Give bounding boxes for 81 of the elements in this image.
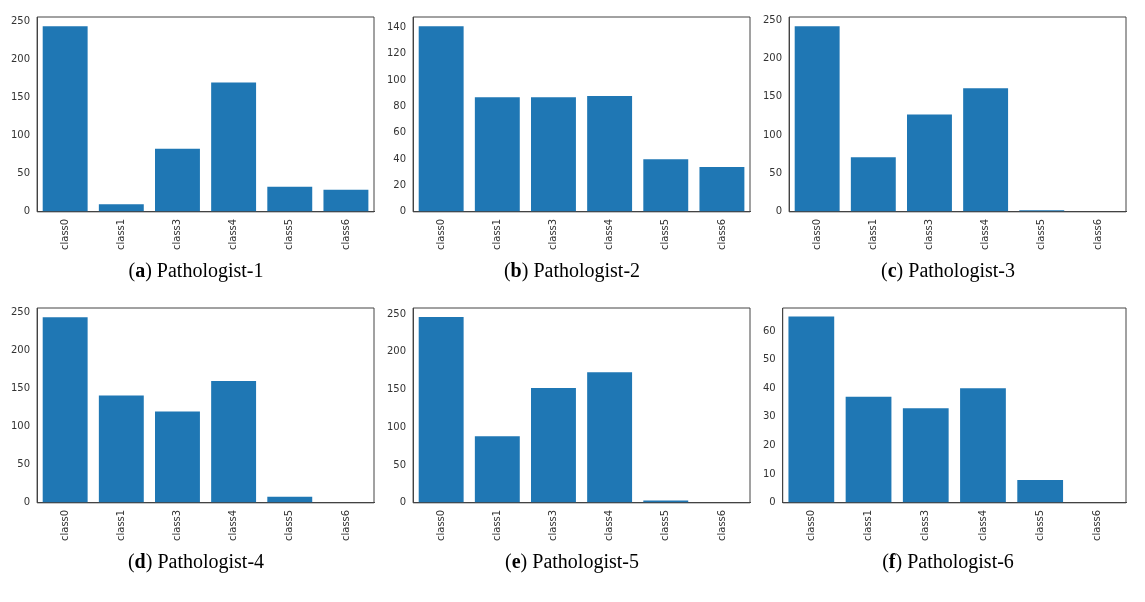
- text: (d) Pathologist-4: [126, 549, 266, 575]
- x-tick-label: class5: [1033, 509, 1045, 541]
- y-tick-label: 250: [10, 306, 31, 318]
- text: (f) Pathologist-6: [881, 549, 1015, 575]
- y-tick-label: 150: [10, 382, 31, 394]
- y-tick-label: 200: [386, 345, 407, 357]
- y-tick-label: 250: [762, 13, 783, 25]
- x-tick-label: class1: [114, 218, 126, 250]
- x-tick-label: class4: [976, 509, 988, 541]
- x-tick-label: class1: [114, 509, 126, 541]
- x-tick-label: class0: [434, 218, 446, 250]
- y-tick-label: 0: [23, 205, 31, 217]
- y-tick-label: 50: [17, 458, 31, 470]
- x-tick-label: class6: [715, 509, 727, 541]
- x-tick-label: class1: [866, 218, 878, 250]
- x-tick-label: class5: [283, 218, 295, 250]
- y-tick-label: 100: [762, 128, 783, 140]
- x-tick-label: class3: [923, 218, 935, 250]
- x-tick-label: class5: [1035, 218, 1047, 250]
- text: (b) Pathologist-2: [502, 258, 642, 284]
- x-tick-label: class3: [547, 509, 559, 541]
- y-tick-label: 140: [386, 21, 407, 33]
- x-tick-label: class4: [227, 509, 239, 541]
- y-tick-label: 200: [762, 52, 783, 64]
- y-tick-label: 10: [762, 467, 776, 479]
- x-tick-label: class6: [1091, 218, 1103, 250]
- x-tick-label: class0: [804, 509, 816, 541]
- y-tick-label: 50: [393, 458, 407, 470]
- x-tick-label: class6: [339, 509, 351, 541]
- x-tick-label: class5: [283, 509, 295, 541]
- x-tick-label: class0: [434, 509, 446, 541]
- x-tick-label: class4: [603, 509, 615, 541]
- text: (c) Pathologist-3: [880, 258, 1016, 284]
- y-tick-label: 0: [775, 205, 783, 217]
- y-tick-label: 50: [762, 353, 776, 365]
- x-tick-label: class4: [979, 218, 991, 250]
- x-tick-label: class5: [659, 218, 671, 250]
- x-tick-label: class3: [547, 218, 559, 250]
- y-tick-label: 100: [10, 129, 31, 141]
- y-tick-label: 120: [386, 47, 407, 59]
- y-tick-label: 0: [399, 496, 407, 508]
- y-tick-label: 200: [10, 53, 31, 65]
- y-tick-label: 30: [762, 410, 776, 422]
- y-tick-label: 50: [17, 167, 31, 179]
- y-tick-label: 20: [762, 439, 776, 451]
- x-tick-label: class1: [490, 218, 502, 250]
- y-tick-label: 0: [23, 496, 31, 508]
- text: (a) Pathologist-1: [127, 258, 265, 284]
- y-tick-label: 150: [10, 91, 31, 103]
- x-tick-label: class3: [171, 509, 183, 541]
- y-tick-label: 100: [386, 73, 407, 85]
- y-tick-label: 60: [393, 126, 407, 138]
- y-tick-label: 0: [769, 496, 776, 508]
- x-tick-label: class6: [339, 218, 351, 250]
- y-tick-label: 150: [762, 90, 783, 102]
- x-tick-label: class0: [58, 509, 70, 541]
- x-tick-label: class4: [603, 218, 615, 250]
- y-tick-label: 150: [386, 383, 407, 395]
- y-tick-label: 100: [10, 420, 31, 432]
- x-tick-label: class0: [810, 218, 822, 250]
- x-tick-label: class6: [715, 218, 727, 250]
- y-tick-label: 100: [386, 420, 407, 432]
- y-tick-label: 50: [769, 167, 783, 179]
- y-tick-label: 0: [399, 205, 407, 217]
- y-tick-label: 80: [393, 100, 407, 112]
- text: (e) Pathologist-5: [504, 549, 640, 575]
- x-tick-label: class1: [490, 509, 502, 541]
- x-tick-label: class5: [659, 509, 671, 541]
- y-tick-label: 250: [10, 15, 31, 27]
- x-tick-label: class4: [227, 218, 239, 250]
- x-tick-label: class3: [919, 509, 931, 541]
- y-tick-label: 40: [393, 152, 407, 164]
- y-tick-label: 60: [762, 324, 776, 336]
- y-tick-label: 40: [762, 381, 776, 393]
- x-tick-label: class1: [862, 509, 874, 541]
- x-tick-label: class3: [171, 218, 183, 250]
- x-tick-label: class6: [1090, 509, 1102, 541]
- x-tick-label: class0: [58, 218, 70, 250]
- y-tick-label: 20: [393, 179, 407, 191]
- y-tick-label: 250: [386, 307, 407, 319]
- y-tick-label: 200: [10, 344, 31, 356]
